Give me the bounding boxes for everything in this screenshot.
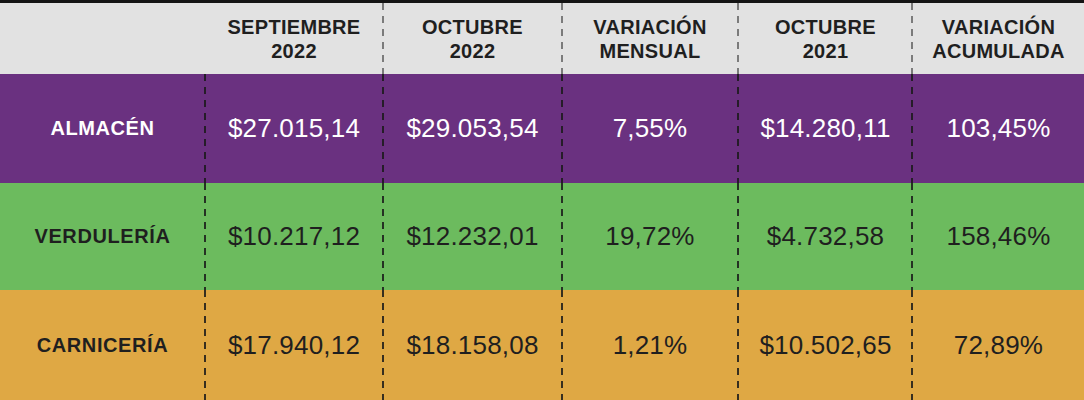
column-divider — [737, 3, 739, 74]
almacen-variacion-acumulada-value: 103,45% — [913, 113, 1084, 144]
header-line: VARIACIÓN — [568, 15, 732, 39]
almacen-septiembre-2022-value: $27.015,14 — [205, 113, 383, 144]
carniceria-octubre-2021-value: $10.502,65 — [738, 330, 913, 361]
header-line: MENSUAL — [568, 39, 732, 63]
column-divider — [737, 74, 739, 183]
column-divider — [561, 183, 563, 290]
almacen-octubre-2021-value: $14.280,11 — [738, 113, 913, 144]
row-label-almacen: ALMACÉN — [0, 117, 205, 140]
column-divider — [911, 3, 913, 74]
column-header-septiembre-2022: SEPTIEMBRE 2022 — [205, 15, 383, 63]
carniceria-septiembre-2022-value: $17.940,12 — [205, 330, 383, 361]
column-divider — [204, 74, 206, 183]
carniceria-variacion-acumulada-value: 72,89% — [913, 330, 1084, 361]
header-line: OCTUBRE — [744, 15, 907, 39]
column-divider — [382, 74, 384, 183]
column-divider — [382, 183, 384, 290]
column-divider — [382, 3, 384, 74]
almacen-octubre-2022-value: $29.053,54 — [383, 113, 562, 144]
column-header-variacion-mensual: VARIACIÓN MENSUAL — [562, 15, 738, 63]
row-label-verduleria: VERDULERÍA — [0, 225, 205, 248]
column-divider — [561, 74, 563, 183]
header-line: SEPTIEMBRE — [211, 15, 377, 39]
verduleria-variacion-acumulada-value: 158,46% — [913, 221, 1084, 252]
column-divider — [911, 74, 913, 183]
price-index-table: ISEPCi SEPTIEMBRE 2022 OCTUBRE 2022 VARI… — [0, 0, 1084, 400]
column-divider — [204, 183, 206, 290]
table-header-row: SEPTIEMBRE 2022 OCTUBRE 2022 VARIACIÓN M… — [0, 3, 1084, 74]
table-row-verduleria: VERDULERÍA $10.217,12 $12.232,01 19,72% … — [0, 183, 1084, 290]
column-header-octubre-2022: OCTUBRE 2022 — [383, 15, 562, 63]
almacen-variacion-mensual-value: 7,55% — [562, 113, 738, 144]
header-line: OCTUBRE — [389, 15, 556, 39]
row-label-carniceria: CARNICERÍA — [0, 334, 205, 357]
carniceria-octubre-2022-value: $18.158,08 — [383, 330, 562, 361]
column-divider — [204, 290, 206, 400]
header-line: 2022 — [389, 39, 556, 63]
verduleria-variacion-mensual-value: 19,72% — [562, 221, 738, 252]
column-divider — [561, 290, 563, 400]
verduleria-octubre-2021-value: $4.732,58 — [738, 221, 913, 252]
column-divider — [561, 3, 563, 74]
column-divider — [911, 183, 913, 290]
header-line: 2022 — [211, 39, 377, 63]
verduleria-octubre-2022-value: $12.232,01 — [383, 221, 562, 252]
carniceria-variacion-mensual-value: 1,21% — [562, 330, 738, 361]
header-line: ACUMULADA — [919, 39, 1078, 63]
header-line: 2021 — [744, 39, 907, 63]
column-divider — [382, 290, 384, 400]
verduleria-septiembre-2022-value: $10.217,12 — [205, 221, 383, 252]
column-divider — [911, 290, 913, 400]
table-row-carniceria: CARNICERÍA $17.940,12 $18.158,08 1,21% $… — [0, 290, 1084, 400]
header-line: VARIACIÓN — [919, 15, 1078, 39]
column-header-variacion-acumulada: VARIACIÓN ACUMULADA — [913, 15, 1084, 63]
column-header-octubre-2021: OCTUBRE 2021 — [738, 15, 913, 63]
column-divider — [737, 290, 739, 400]
table-row-almacen: ALMACÉN $27.015,14 $29.053,54 7,55% $14.… — [0, 74, 1084, 183]
column-divider — [737, 183, 739, 290]
